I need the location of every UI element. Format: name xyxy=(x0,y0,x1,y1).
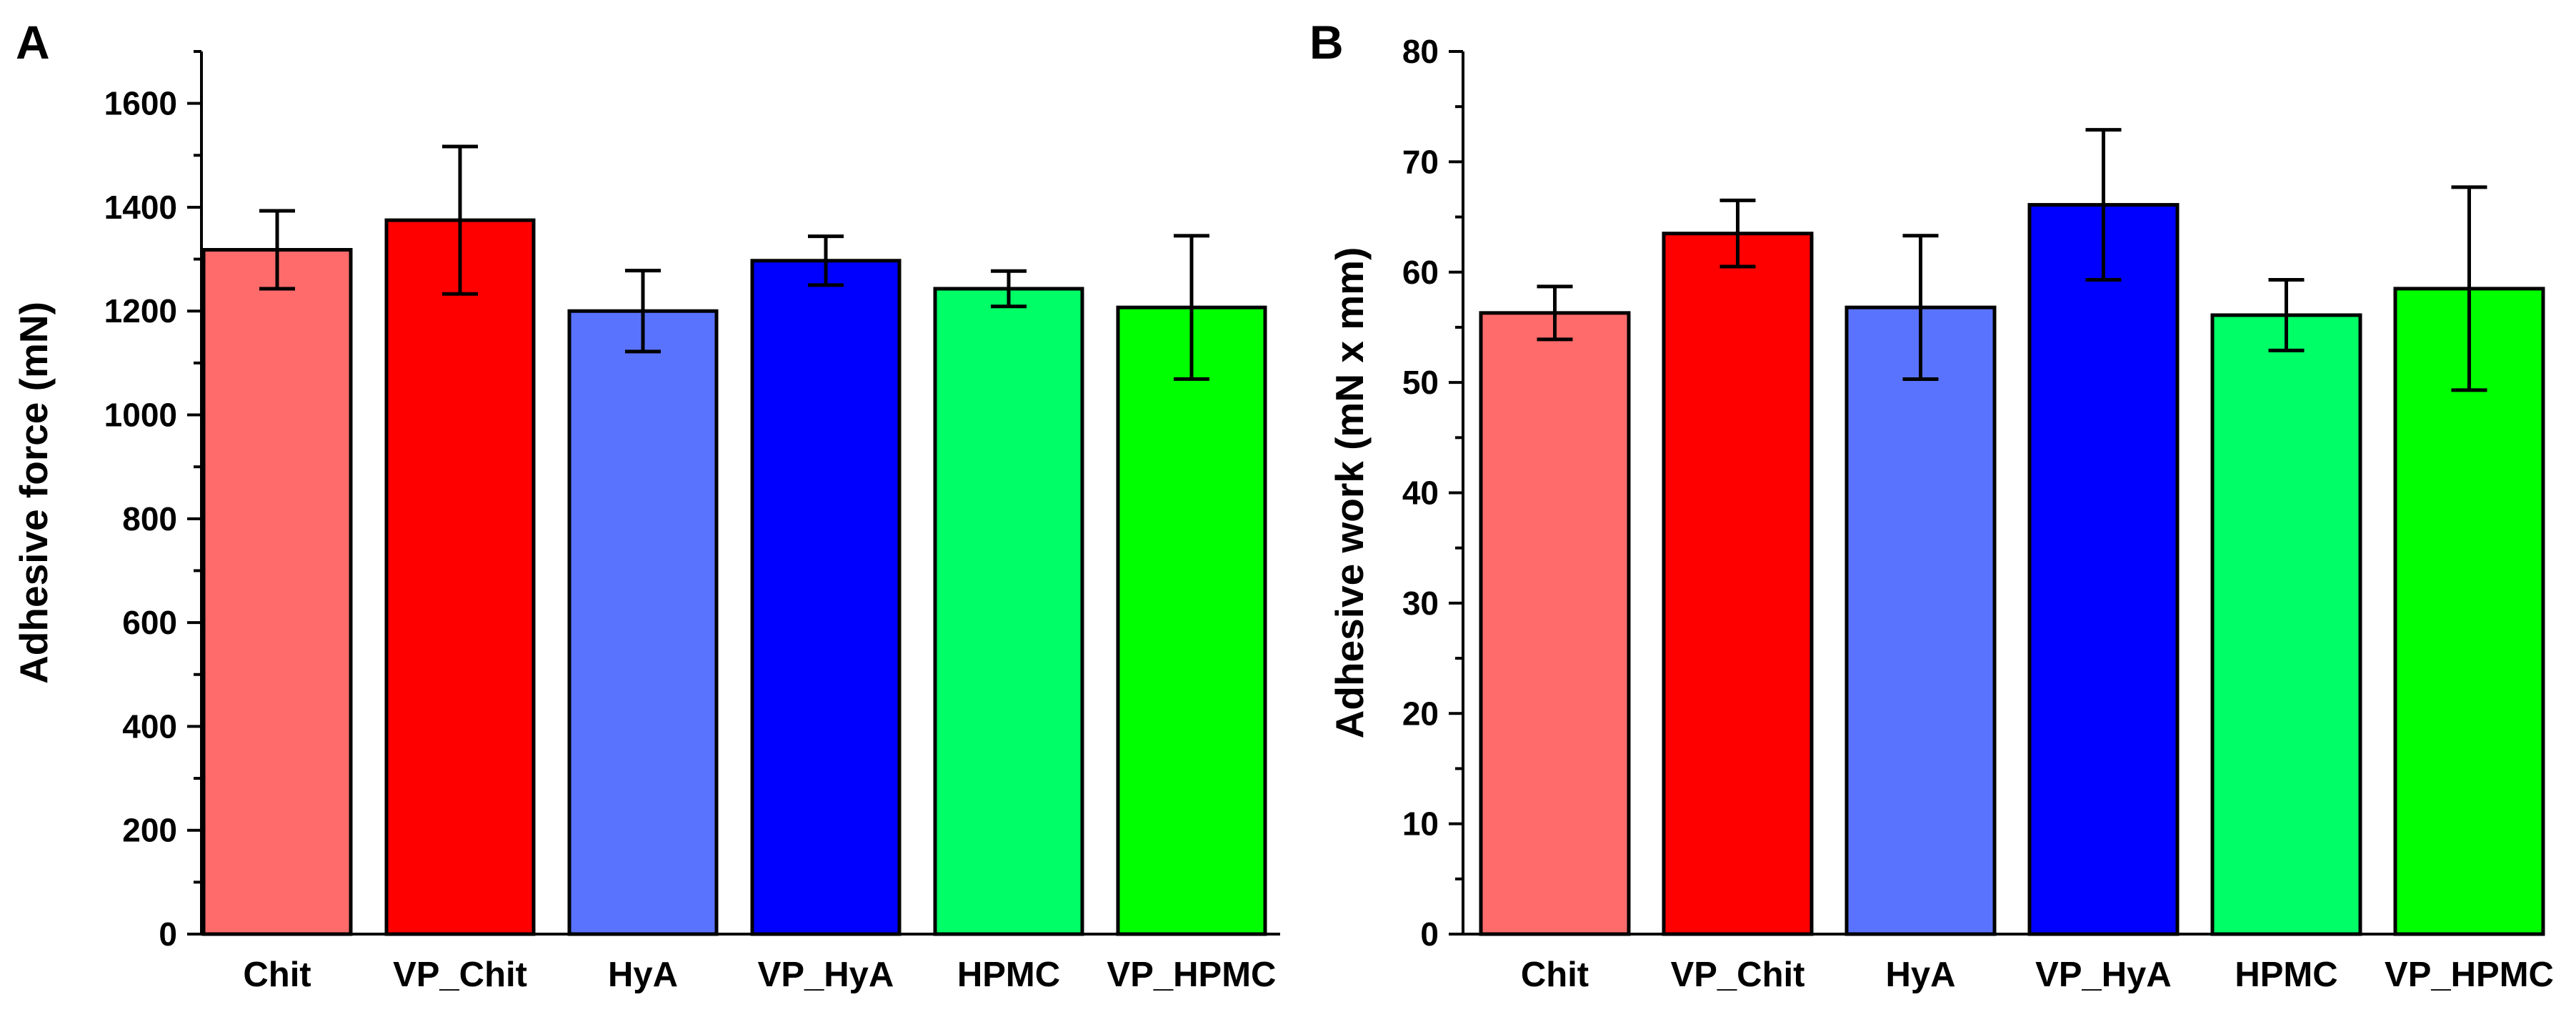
panel-letter-b: B xyxy=(1309,16,1344,69)
bar-b-vp-hya xyxy=(2027,203,2180,936)
error-bar-a-vp-hpmc xyxy=(1174,234,1209,381)
y-tick-label-b-6: 60 xyxy=(1402,254,1439,291)
bar-a-vp-hpmc xyxy=(1116,305,1267,936)
y-tick-label-a-1: 200 xyxy=(122,812,177,849)
bar-a-hpmc xyxy=(933,287,1084,936)
y-tick-label-b-4: 40 xyxy=(1402,475,1439,512)
x-tick-label-b-4: HPMC xyxy=(2235,956,2337,994)
bar-a-hya xyxy=(567,309,719,936)
x-tick-label-a-5: VP_HPMC xyxy=(1107,956,1277,994)
bar-b-vp-chit xyxy=(1662,232,1814,936)
y-tick-label-a-8: 1600 xyxy=(104,85,177,122)
error-bar-b-chit xyxy=(1537,284,1573,342)
x-tick-label-b-5: VP_HPMC xyxy=(2385,956,2554,994)
error-bar-a-vp-hya xyxy=(808,234,844,287)
x-tick-label-a-2: HyA xyxy=(608,956,678,994)
y-tick-label-a-7: 1400 xyxy=(104,189,177,226)
y-tick-label-b-3: 30 xyxy=(1402,585,1439,622)
panel-letter-a: A xyxy=(16,16,50,69)
error-bar-a-hpmc xyxy=(991,269,1027,309)
y-tick-label-a-0: 0 xyxy=(159,916,177,953)
y-tick-label-a-2: 400 xyxy=(122,708,177,745)
y-tick-label-a-3: 600 xyxy=(122,604,177,641)
error-bar-b-vp-chit xyxy=(1719,198,1756,269)
y-tick-label-b-1: 10 xyxy=(1402,805,1439,843)
x-tick-label-b-1: VP_Chit xyxy=(1671,956,1805,994)
y-tick-label-a-5: 1000 xyxy=(104,397,177,434)
y-axis-title-a: Adhesive force (mN) xyxy=(11,302,56,684)
x-tick-label-a-0: Chit xyxy=(243,956,311,994)
x-tick-label-a-3: VP_HyA xyxy=(758,956,894,994)
error-bar-a-chit xyxy=(259,209,295,291)
x-tick-label-b-2: HyA xyxy=(1885,956,1955,994)
bar-b-chit xyxy=(1479,311,1631,936)
x-tick-label-a-4: HPMC xyxy=(957,956,1060,994)
error-bar-b-vp-hya xyxy=(2085,128,2122,282)
y-axis-title-b: Adhesive work (mN x mm) xyxy=(1327,247,1372,739)
error-bar-a-vp-chit xyxy=(442,144,478,296)
panel-b: B Adhesive work (mN x mm) Chit VP_Chit HyA… xyxy=(1309,16,2554,994)
x-tick-label-b-0: Chit xyxy=(1521,956,1589,994)
bar-a-chit xyxy=(201,248,353,936)
error-bar-b-hpmc xyxy=(2268,278,2305,352)
y-tick-label-b-0: 0 xyxy=(1420,916,1439,953)
y-tick-label-b-7: 70 xyxy=(1402,143,1439,180)
error-bar-b-hya xyxy=(1902,234,1939,381)
bar-a-vp-chit xyxy=(384,218,536,936)
x-tick-label-a-1: VP_Chit xyxy=(393,956,527,994)
bar-b-hya xyxy=(1844,305,1997,936)
bar-a-vp-hya xyxy=(750,259,902,936)
y-tick-label-b-8: 80 xyxy=(1402,33,1439,70)
error-bar-a-hya xyxy=(625,269,661,354)
y-tick-label-b-5: 50 xyxy=(1402,364,1439,401)
error-bar-b-vp-hpmc xyxy=(2451,185,2487,392)
y-tick-label-a-4: 800 xyxy=(122,500,177,537)
panel-a: A Adhesive force (mN) Chit VP_Chit HyA VP_H… xyxy=(11,16,1280,994)
x-tick-label-b-3: VP_HyA xyxy=(2035,956,2172,994)
y-tick-label-b-2: 20 xyxy=(1402,695,1439,732)
bar-b-hpmc xyxy=(2210,313,2362,936)
y-tick-label-a-6: 1200 xyxy=(104,292,177,329)
